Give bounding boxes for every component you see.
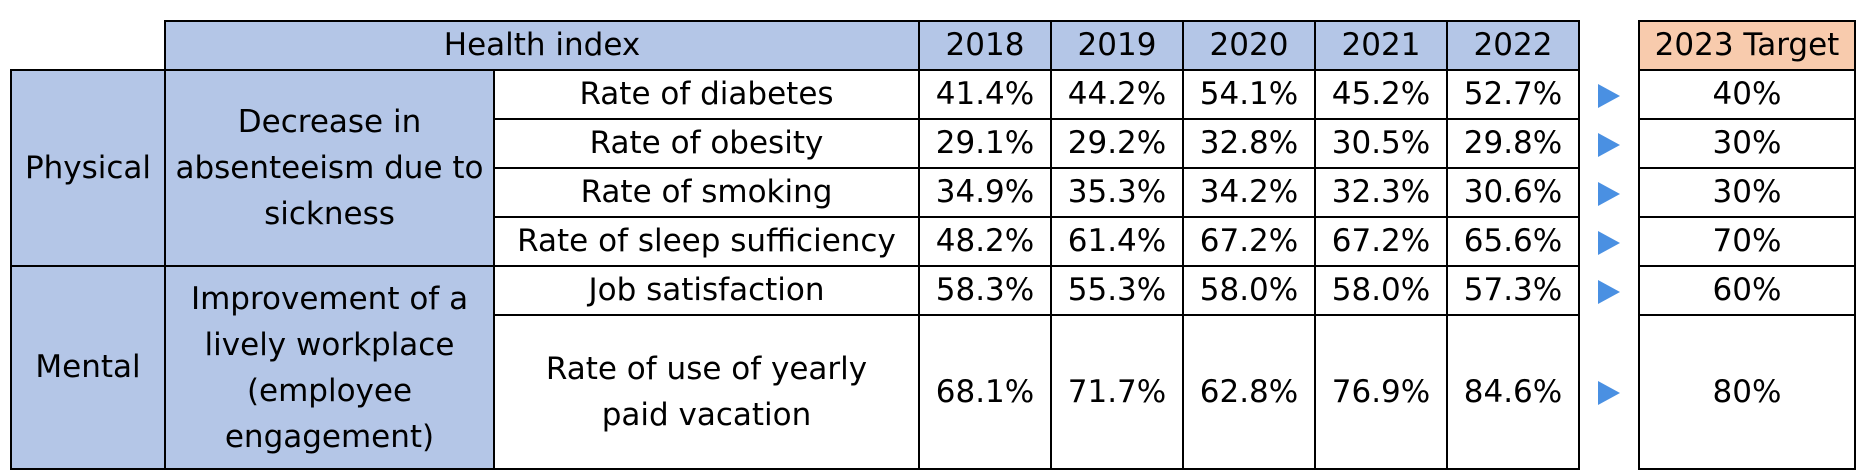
- value-cell: 68.1%: [918, 314, 1052, 470]
- row-label: Rate of obesity: [493, 118, 920, 169]
- value-cell: 30.5%: [1314, 118, 1448, 169]
- value-cell: 76.9%: [1314, 314, 1448, 470]
- health-index-table: Health index 2018 2019 2020 2021 2022 20…: [10, 20, 1856, 470]
- health-index-table-container: Health index 2018 2019 2020 2021 2022 20…: [10, 20, 1856, 470]
- arrow-right-icon: [1598, 381, 1620, 405]
- arrow-right-icon: [1598, 132, 1620, 157]
- target-cell: 40%: [1638, 69, 1856, 120]
- table-row: Rate of use of yearly paid vacation 68.1…: [11, 314, 1856, 470]
- table-row: Rate of sleep sufficiency 48.2% 61.4% 67…: [11, 216, 1856, 267]
- target-cell: 60%: [1638, 265, 1856, 316]
- target-cell: 30%: [1638, 167, 1856, 218]
- year-header-2022: 2022: [1446, 20, 1580, 71]
- category-physical: Physical: [10, 69, 166, 267]
- value-cell: 34.2%: [1182, 167, 1316, 218]
- arrow-right-icon: [1598, 279, 1620, 304]
- value-cell: 29.2%: [1050, 118, 1184, 169]
- arrow-cell: [1578, 217, 1640, 266]
- header-blank-cell: [11, 21, 165, 70]
- value-cell: 30.6%: [1446, 167, 1580, 218]
- arrow-right-icon: [1598, 230, 1620, 255]
- row-label: Job satisfaction: [493, 265, 920, 316]
- arrow-right-icon: [1598, 181, 1620, 206]
- arrow-right-icon: [1598, 83, 1620, 108]
- year-header-2020: 2020: [1182, 20, 1316, 71]
- value-cell: 45.2%: [1314, 69, 1448, 120]
- header-row: Health index 2018 2019 2020 2021 2022 20…: [11, 20, 1856, 71]
- value-cell: 55.3%: [1050, 265, 1184, 316]
- target-cell: 30%: [1638, 118, 1856, 169]
- goal-physical: Decrease in absenteeism due to sickness: [164, 69, 495, 267]
- value-cell: 44.2%: [1050, 69, 1184, 120]
- table-row: Rate of smoking 34.9% 35.3% 34.2% 32.3% …: [11, 167, 1856, 218]
- value-cell: 52.7%: [1446, 69, 1580, 120]
- value-cell: 29.8%: [1446, 118, 1580, 169]
- row-label: Rate of sleep sufficiency: [493, 216, 920, 267]
- value-cell: 35.3%: [1050, 167, 1184, 218]
- value-cell: 71.7%: [1050, 314, 1184, 470]
- arrow-cell: [1578, 168, 1640, 217]
- value-cell: 58.3%: [918, 265, 1052, 316]
- health-index-header: Health index: [164, 20, 920, 71]
- arrow-cell: [1578, 70, 1640, 119]
- value-cell: 65.6%: [1446, 216, 1580, 267]
- year-header-2019: 2019: [1050, 20, 1184, 71]
- value-cell: 32.8%: [1182, 118, 1316, 169]
- value-cell: 48.2%: [918, 216, 1052, 267]
- value-cell: 58.0%: [1314, 265, 1448, 316]
- year-header-2021: 2021: [1314, 20, 1448, 71]
- value-cell: 67.2%: [1314, 216, 1448, 267]
- category-mental: Mental: [10, 265, 166, 470]
- value-cell: 41.4%: [918, 69, 1052, 120]
- goal-mental: Improvement of a lively workplace (emplo…: [164, 265, 495, 470]
- value-cell: 67.2%: [1182, 216, 1316, 267]
- arrow-cell: [1578, 266, 1640, 315]
- target-header: 2023 Target: [1638, 20, 1856, 71]
- year-header-2018: 2018: [918, 20, 1052, 71]
- table-row: Mental Improvement of a lively workplace…: [10, 265, 1856, 470]
- value-cell: 54.1%: [1182, 69, 1316, 120]
- arrow-cell: [1578, 315, 1640, 469]
- arrow-cell: [1578, 119, 1640, 168]
- target-cell: 70%: [1638, 216, 1856, 267]
- row-label: Rate of diabetes: [493, 69, 920, 120]
- value-cell: 61.4%: [1050, 216, 1184, 267]
- value-cell: 84.6%: [1446, 314, 1580, 470]
- value-cell: 32.3%: [1314, 167, 1448, 218]
- arrow-column-gap: [1578, 21, 1640, 70]
- table-row: Rate of obesity 29.1% 29.2% 32.8% 30.5% …: [11, 118, 1856, 169]
- row-label: Rate of use of yearly paid vacation: [493, 314, 920, 470]
- row-label: Rate of smoking: [493, 167, 920, 218]
- value-cell: 57.3%: [1446, 265, 1580, 316]
- value-cell: 34.9%: [918, 167, 1052, 218]
- table-row: Physical Decrease in absenteeism due to …: [10, 69, 1856, 267]
- value-cell: 29.1%: [918, 118, 1052, 169]
- value-cell: 58.0%: [1182, 265, 1316, 316]
- value-cell: 62.8%: [1182, 314, 1316, 470]
- target-cell: 80%: [1638, 314, 1856, 470]
